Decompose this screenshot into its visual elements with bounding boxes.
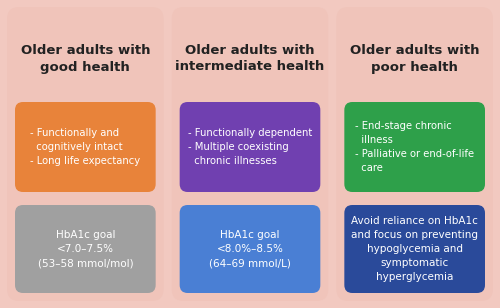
FancyBboxPatch shape [344,205,485,293]
FancyBboxPatch shape [180,102,320,192]
FancyBboxPatch shape [180,205,320,293]
FancyBboxPatch shape [7,7,164,301]
Text: - End-stage chronic
  illness
- Palliative or end-of-life
  care: - End-stage chronic illness - Palliative… [355,121,474,173]
Text: Avoid reliance on HbA1c
and focus on preventing
hypoglycemia and
symptomatic
hyp: Avoid reliance on HbA1c and focus on pre… [351,216,478,282]
Text: Older adults with
poor health: Older adults with poor health [350,44,480,74]
Text: Older adults with
good health: Older adults with good health [20,44,150,74]
FancyBboxPatch shape [15,205,156,293]
Text: HbA1c goal
<7.0–7.5%
(53–58 mmol/mol): HbA1c goal <7.0–7.5% (53–58 mmol/mol) [38,230,133,268]
FancyBboxPatch shape [336,7,493,301]
FancyBboxPatch shape [344,102,485,192]
Text: - Functionally and
  cognitively intact
- Long life expectancy: - Functionally and cognitively intact - … [30,128,140,166]
Text: HbA1c goal
<8.0%–8.5%
(64–69 mmol/L): HbA1c goal <8.0%–8.5% (64–69 mmol/L) [209,230,291,268]
Text: Older adults with
intermediate health: Older adults with intermediate health [176,44,324,74]
FancyBboxPatch shape [172,7,328,301]
FancyBboxPatch shape [15,102,156,192]
Text: - Functionally dependent
- Multiple coexisting
  chronic illnesses: - Functionally dependent - Multiple coex… [188,128,312,166]
